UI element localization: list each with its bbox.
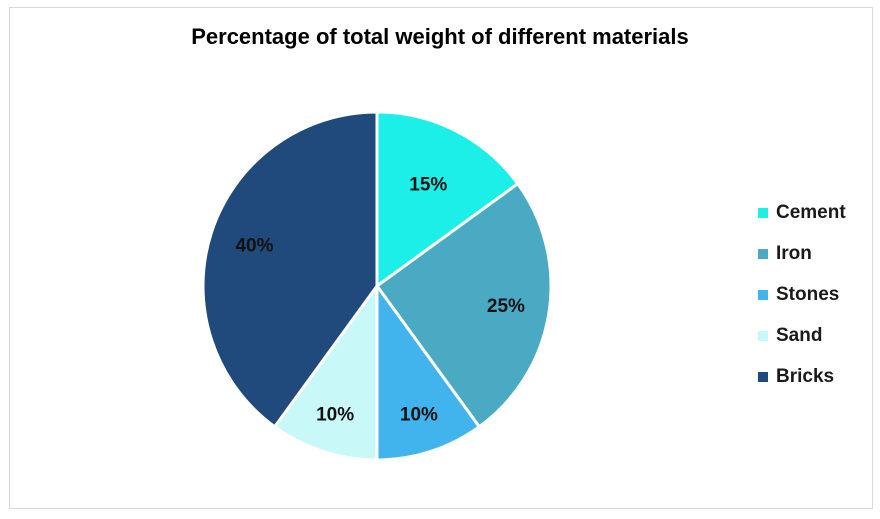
pie-slice-bricks [201,110,379,429]
legend-label-bricks: Bricks [776,365,835,387]
legend-swatch-bricks [758,371,768,382]
chart-title: Percentage of total weight of different … [191,24,689,49]
legend-swatch-sand [758,330,768,341]
legend-label-stones: Stones [776,283,840,305]
pie-slice-stones [375,284,481,462]
pie-slice-sand [273,284,379,462]
data-label-bricks: 40% [235,236,273,257]
pie-slice-cement [375,110,520,288]
data-label-iron: 25% [487,296,525,317]
data-label-cement: 15% [409,175,447,196]
legend-item-sand: Sand [758,315,846,356]
legend-label-sand: Sand [776,324,823,346]
legend-swatch-stones [758,289,768,300]
legend-label-cement: Cement [776,201,846,223]
legend-item-iron: Iron [758,233,846,274]
pie-slice-iron [375,182,553,429]
legend-label-iron: Iron [776,242,812,264]
legend-swatch-iron [758,248,768,259]
legend-item-stones: Stones [758,274,846,315]
legend: Cement Iron Stones Sand Bricks [758,192,846,397]
legend-swatch-cement [758,207,768,218]
data-label-sand: 10% [316,405,354,426]
data-label-stones: 10% [400,405,438,426]
legend-item-bricks: Bricks [758,356,846,397]
legend-item-cement: Cement [758,192,846,233]
